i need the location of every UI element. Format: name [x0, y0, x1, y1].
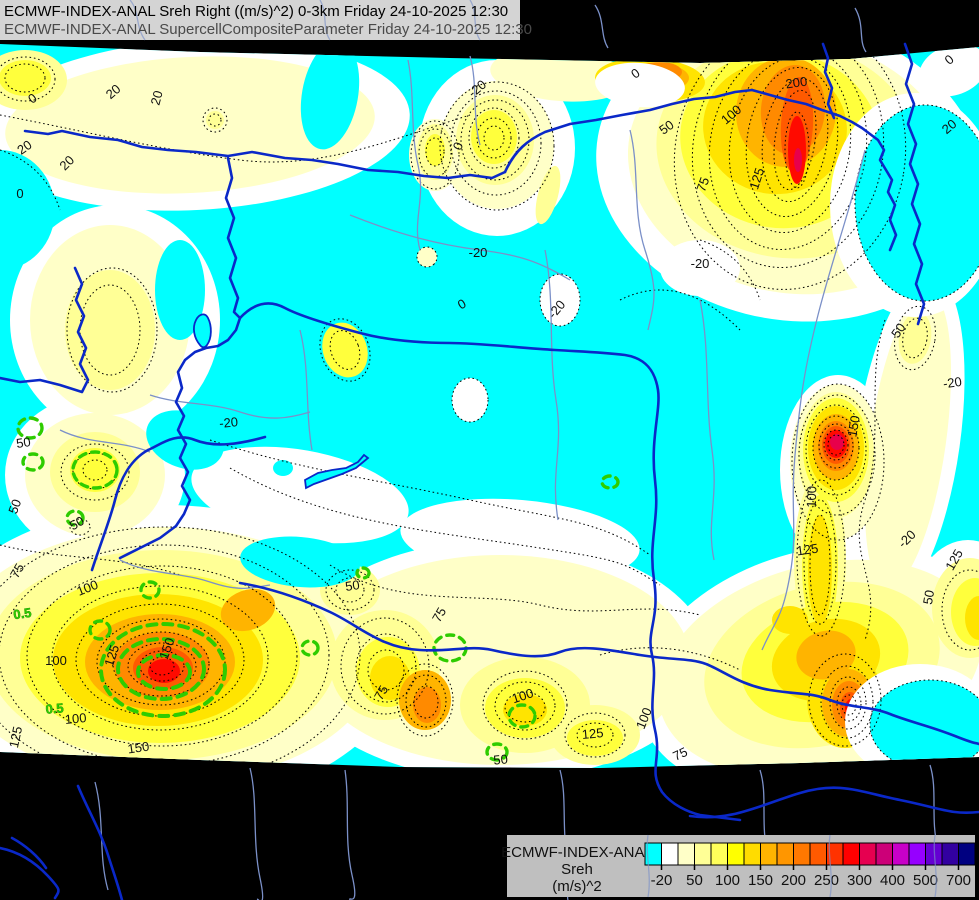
- legend-tick-value: 50: [686, 872, 703, 889]
- sreh-contour-label: 100: [510, 685, 535, 706]
- legend-color-cell: [743, 842, 761, 866]
- legend-tick-labels: -20 50 100 150 200 250 300 400 500 700: [651, 865, 971, 889]
- field-fill-layer: [0, 44, 979, 768]
- sreh-contour-label: 50: [920, 589, 937, 606]
- legend-color-cell: [892, 842, 910, 866]
- sreh-contour-label: 50: [656, 117, 676, 138]
- sreh-contour-label: 125: [796, 541, 820, 559]
- sreh-contour-label: 50: [5, 497, 24, 516]
- lake-balaton: [304, 453, 370, 490]
- legend-color-cell: [908, 842, 926, 866]
- sreh-contour-label: 100: [45, 653, 67, 668]
- legend-tick-value: 500: [913, 872, 938, 889]
- legend-color-cell: [941, 842, 959, 866]
- legend-color-cell: [875, 842, 893, 866]
- country-borders-layer: [0, 42, 979, 900]
- legend-colorbar: [644, 842, 976, 866]
- sreh-contour-label: -20: [942, 374, 963, 391]
- sreh-contour-label: 75: [371, 683, 391, 703]
- legend-color-cell: [776, 842, 794, 866]
- sreh-contour-label: 50: [67, 513, 87, 533]
- sreh-contour-label: 125: [101, 643, 122, 668]
- legend-color-cell: [661, 842, 679, 866]
- legend-color-cell: [677, 842, 695, 866]
- title-line-2: ECMWF-INDEX-ANAL SupercellCompositeParam…: [4, 21, 532, 38]
- sreh-contour-label: 50: [888, 320, 909, 340]
- sreh-contour-label: -20: [219, 414, 239, 431]
- sreh-contour-label: 150: [156, 636, 178, 662]
- legend-tick-value: -20: [651, 872, 673, 889]
- legend-color-cell: [859, 842, 877, 866]
- sreh-contour-label: 20: [148, 89, 166, 107]
- legend-tick-value: 700: [946, 872, 971, 889]
- sreh-contour-label: 125: [581, 725, 604, 742]
- sreh-contour-label: 100: [64, 710, 87, 727]
- sreh-contour-label: 125: [6, 725, 25, 749]
- sreh-contour-label: 125: [746, 166, 767, 191]
- sreh-contour-label: 75: [693, 175, 712, 194]
- legend-color-cell: [710, 842, 728, 866]
- legend-units-label: (m/s)^2: [552, 878, 602, 895]
- legend-tick-value: 150: [748, 872, 773, 889]
- scp-contour-label: 0.5: [45, 700, 64, 717]
- legend-product-label: ECMWF-INDEX-ANAL: [501, 844, 653, 861]
- scp-contour-label: 0.5: [12, 605, 32, 622]
- sreh-contour-label: 100: [804, 486, 820, 508]
- sreh-contour-label: 50: [493, 751, 509, 767]
- legend-tick-value: 250: [814, 872, 839, 889]
- legend-color-cell: [793, 842, 811, 866]
- sreh-contour-label: 75: [429, 605, 449, 625]
- scp-contours-layer: [16, 416, 620, 762]
- sreh-contour-label: 50: [15, 434, 31, 451]
- sreh-contour-label: 200: [785, 74, 809, 92]
- lake-neusiedl: [193, 313, 212, 349]
- sreh-contour-label: 20: [14, 137, 34, 158]
- sreh-contour-label: 75: [7, 561, 27, 581]
- legend-tick-value: 200: [781, 872, 806, 889]
- legend-color-cell: [727, 842, 745, 866]
- sreh-contour-label: -20: [469, 245, 488, 260]
- sreh-contour-label: 75: [670, 744, 689, 764]
- title-bar: ECMWF-INDEX-ANAL Sreh Right ((m/s)^2) 0-…: [0, 0, 532, 41]
- legend-color-cell: [958, 842, 976, 866]
- legend-color-cell: [760, 842, 778, 866]
- sreh-contour-label: 150: [844, 414, 863, 438]
- legend-tick-value: 400: [880, 872, 905, 889]
- legend-field-label: Sreh: [561, 861, 593, 878]
- title-line-1: ECMWF-INDEX-ANAL Sreh Right ((m/s)^2) 0-…: [4, 3, 508, 20]
- sreh-contour-label: 50: [344, 577, 360, 594]
- legend: ECMWF-INDEX-ANAL Sreh (m/s)^2 -20 50 100 15…: [501, 834, 976, 898]
- sreh-contour-label: -20: [691, 256, 710, 271]
- title-bar-background: [0, 0, 520, 40]
- legend-color-cell: [842, 842, 860, 866]
- legend-tick-value: 100: [715, 872, 740, 889]
- legend-color-cell: [694, 842, 712, 866]
- legend-color-cell: [809, 842, 827, 866]
- sreh-contour-label: 0: [16, 186, 23, 201]
- legend-tick-value: 300: [847, 872, 872, 889]
- sreh-contour-label: 150: [127, 739, 151, 757]
